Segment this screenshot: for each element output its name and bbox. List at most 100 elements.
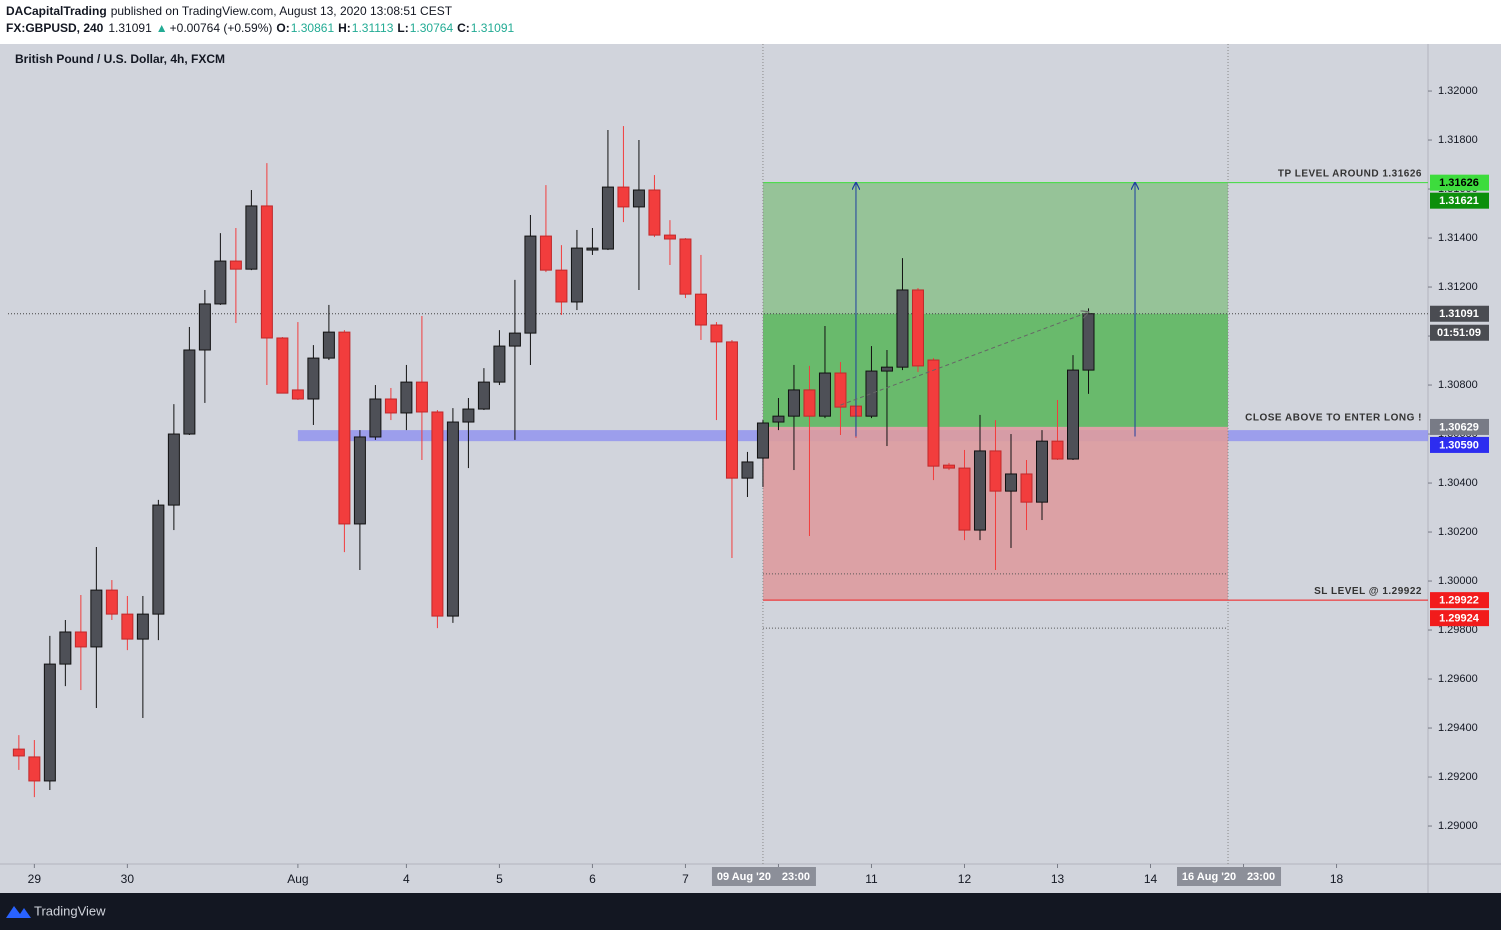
candle-body [865, 370, 878, 417]
close-label: C: [457, 21, 470, 35]
logo [6, 906, 31, 918]
candle-body [136, 613, 149, 640]
y-tick-label: 1.30800 [1438, 379, 1478, 391]
symbol: FX:GBPUSD, 240 [6, 21, 104, 35]
candle-body [958, 467, 971, 531]
candle-body [1020, 473, 1033, 503]
high-label: H: [338, 21, 351, 35]
x-tick-label: 18 [1330, 872, 1344, 886]
time-marker-date: 16 Aug '20 [1182, 871, 1236, 883]
low-value: 1.30764 [410, 21, 454, 35]
candle-body [493, 345, 506, 383]
candle-body [1004, 473, 1017, 492]
candle-body [710, 324, 723, 343]
logo-mark [6, 906, 31, 918]
plot: 1.29000 1.29200 1.29400 1.29600 1.29800 1.300… [8, 44, 1489, 886]
candle-body [756, 422, 769, 459]
price-tag-label: 1.29924 [1439, 613, 1480, 625]
chart-title: British Pound / U.S. Dollar, 4h, FXCM [15, 52, 225, 66]
current-price-tag-label: 1.31091 [1439, 308, 1479, 320]
candle-body [741, 461, 754, 479]
candle-body [338, 331, 351, 525]
price-tag [1430, 610, 1489, 627]
candle-body [167, 433, 180, 506]
x-tick-label: Aug [287, 872, 308, 886]
candle-body [59, 631, 72, 665]
x-tick-label: 29 [28, 872, 42, 886]
y-tick-label: 1.31400 [1438, 232, 1478, 244]
candle-body [183, 349, 196, 435]
brand: TradingView [34, 903, 106, 918]
candle-body [663, 234, 676, 240]
candle-body [260, 205, 273, 339]
candle-body [989, 450, 1002, 492]
y-tick-label: 1.29200 [1438, 771, 1478, 783]
candle-body [214, 260, 227, 305]
footer-bar [0, 893, 1501, 930]
sl-tag-label: 1.29922 [1439, 595, 1479, 607]
candle-body [121, 613, 134, 640]
current-price-tag [1430, 305, 1489, 322]
candle-body [353, 436, 366, 525]
active-profit-area [762, 313, 1229, 427]
candle-body [601, 186, 614, 250]
candle-body [973, 450, 986, 531]
candle-body [384, 398, 397, 414]
candle-body [787, 389, 800, 417]
candle-body [834, 372, 847, 408]
candle-body [276, 337, 289, 394]
tp-tag-label: 1.31626 [1439, 177, 1479, 189]
candle-body [369, 398, 382, 438]
candle-body [152, 504, 165, 615]
candle-body [725, 341, 738, 479]
candle-body [679, 238, 692, 295]
candle-body [880, 366, 893, 372]
x-tick-label: 14 [1144, 872, 1158, 886]
close-value: 1.31091 [471, 21, 515, 35]
x-tick-label: 5 [496, 872, 503, 886]
candle-body [772, 415, 785, 423]
x-tick-label: 11 [865, 872, 878, 886]
x-tick-label: 13 [1051, 872, 1065, 886]
price-tag-label: 1.31621 [1439, 195, 1479, 207]
candle-body [648, 189, 661, 236]
candle-body [322, 331, 335, 359]
x-tick-label: 4 [403, 872, 410, 886]
candle-body [818, 372, 831, 417]
candle-body [1082, 313, 1095, 371]
y-tick-label: 1.32000 [1438, 85, 1478, 97]
high-value: 1.31113 [352, 21, 394, 35]
trend-line [840, 312, 1088, 406]
candle-body [245, 205, 258, 270]
candle-body [942, 464, 955, 469]
candle-body [896, 289, 909, 368]
candle-body [617, 186, 630, 208]
price-tag [1430, 436, 1489, 453]
annotation: TP LEVEL AROUND 1.31626 [1278, 168, 1422, 179]
y-tick-label: 1.31800 [1438, 134, 1478, 146]
annotation: CLOSE ABOVE TO ENTER LONG ! [1245, 413, 1422, 424]
candle-body [694, 293, 707, 326]
candle-body [415, 381, 428, 413]
tp-tag [1430, 174, 1489, 191]
time-marker [1177, 867, 1282, 886]
candle-body [570, 247, 583, 303]
y-tick-label: 1.29400 [1438, 722, 1478, 734]
candle-body [307, 357, 320, 400]
candle-body [446, 421, 459, 617]
header-line-1: DACapitalTrading published on TradingView… [6, 4, 453, 18]
sl-tag [1430, 592, 1489, 609]
candle-body [477, 381, 490, 410]
price-tag [1430, 192, 1489, 209]
candle-body [229, 260, 242, 270]
candle-body [927, 359, 940, 467]
entry-tag-label: 1.30629 [1439, 421, 1479, 433]
entry-tag [1430, 418, 1489, 435]
low-label: L: [397, 21, 408, 35]
open-label: O: [276, 21, 289, 35]
candle-body [524, 235, 537, 334]
candle-body [28, 756, 41, 782]
candle-body [198, 303, 211, 351]
